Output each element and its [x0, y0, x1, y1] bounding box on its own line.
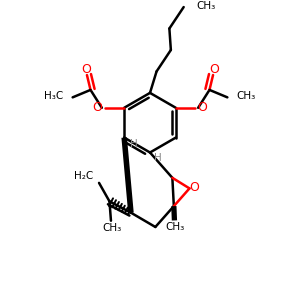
Text: H₂C: H₂C	[74, 171, 93, 181]
Text: O: O	[209, 63, 219, 76]
Text: O: O	[190, 181, 200, 194]
Text: O: O	[198, 101, 207, 114]
Text: H₃C: H₃C	[44, 92, 64, 101]
Text: O: O	[81, 63, 91, 76]
Text: CH₃: CH₃	[196, 1, 215, 11]
Text: CH₃: CH₃	[166, 222, 185, 232]
Text: H: H	[154, 153, 162, 163]
Text: CH₃: CH₃	[102, 223, 121, 232]
Text: O: O	[93, 101, 102, 114]
Text: H: H	[130, 139, 138, 149]
Text: CH₃: CH₃	[236, 92, 256, 101]
